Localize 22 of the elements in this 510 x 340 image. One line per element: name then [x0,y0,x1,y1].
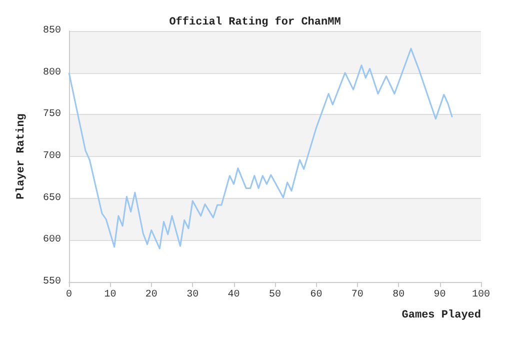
x-tick-label: 60 [310,290,322,300]
x-tick-label: 30 [186,290,199,300]
y-tick-label: 650 [42,192,61,204]
y-tick-label: 700 [42,151,61,162]
x-tick-label: 0 [66,290,72,300]
y-tick-label: 750 [42,109,61,120]
x-tick-label: 50 [268,290,282,300]
y-tick-label: 600 [42,234,61,246]
chart-title: Official Rating for ChanMM [169,16,342,28]
y-tick-label: 550 [42,276,61,288]
x-tick-label: 100 [472,290,490,300]
y-axis-title: Player Rating [16,114,28,200]
x-tick-label: 20 [145,290,158,300]
line-series [68,48,453,250]
x-tick-label: 70 [351,290,364,300]
x-tick-label: 80 [392,290,405,300]
x-axis-title: Games Played [402,310,481,322]
y-tick-label: 850 [42,26,61,36]
x-tick-label: 40 [228,290,240,300]
y-tick-label: 800 [42,67,61,78]
x-tick-label: 90 [434,290,446,300]
x-tick-label: 10 [104,290,116,300]
